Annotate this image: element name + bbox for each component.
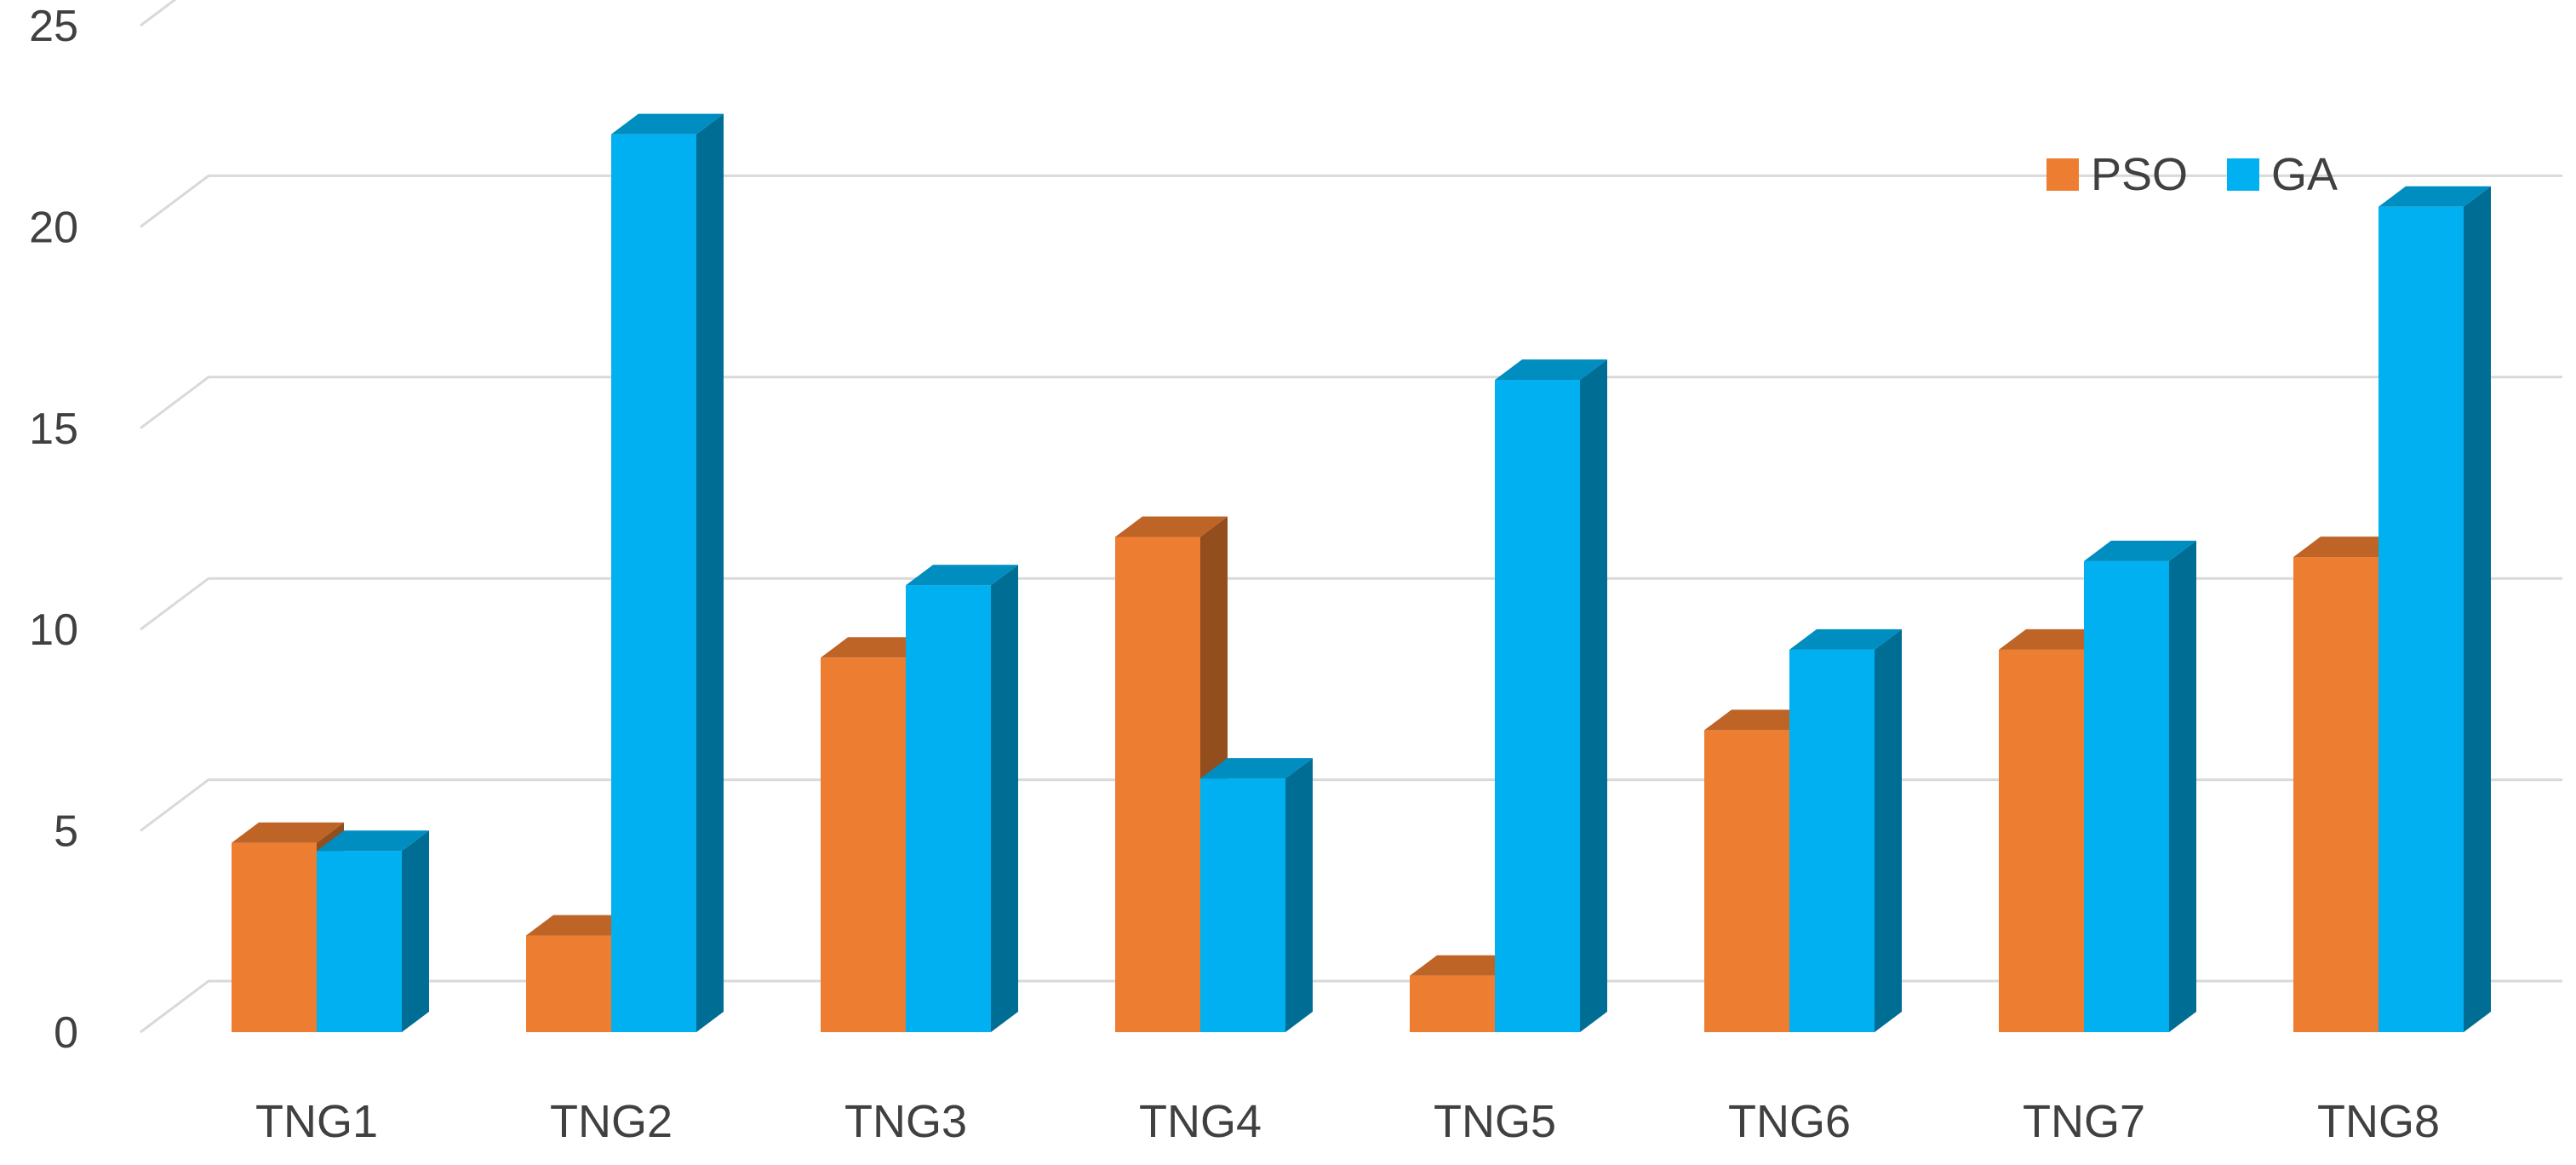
legend-label: GA	[2271, 149, 2338, 200]
legend: PSO GA	[2046, 149, 2338, 200]
x-category-label: TNG6	[1728, 1096, 1851, 1147]
bar-top-face	[1115, 516, 1228, 537]
bar-top-face	[611, 113, 724, 135]
bar-side-face	[991, 565, 1018, 1032]
y-tick-label: 20	[29, 203, 78, 252]
bar-front-face	[1410, 975, 1495, 1032]
x-category-label: TNG5	[1434, 1096, 1556, 1147]
axis-labels: 0 5 10 15 20 25 TNG1 TNG2 TNG3 TNG4 TNG5 TNG6 TNG7 TN…	[29, 2, 2440, 1147]
bar-top-face	[1200, 758, 1313, 779]
bar-ga-tng3	[906, 565, 1018, 1032]
y-tick-label: 5	[54, 807, 78, 857]
bar-front-face	[317, 851, 402, 1032]
bar-top-face	[1999, 628, 2111, 650]
bar-top-face	[317, 830, 429, 852]
bar-front-face	[1704, 730, 1789, 1032]
y-tick-label: 0	[54, 1008, 78, 1058]
gridline	[140, 577, 2562, 631]
gridlines	[140, 0, 2562, 1034]
bar-side-face	[402, 830, 429, 1032]
bar-side-face	[696, 113, 724, 1032]
bars	[232, 113, 2491, 1033]
bar-side-face	[2169, 540, 2196, 1032]
bar-pso-tng4	[1115, 516, 1228, 1032]
bar-top-face	[526, 915, 638, 936]
bar-ga-tng5	[1495, 359, 1607, 1033]
legend-item-ga: GA	[2227, 149, 2338, 200]
legend-label: PSO	[2091, 149, 2188, 200]
bar-side-face	[1875, 628, 1902, 1032]
bar-top-face	[1704, 709, 1817, 731]
bar-top-face	[2084, 540, 2196, 561]
x-category-label: TNG8	[2317, 1096, 2440, 1147]
bar-front-face	[1495, 380, 1580, 1033]
bar-front-face	[611, 134, 696, 1032]
bar-front-face	[2379, 206, 2464, 1032]
bar-top-face	[2293, 537, 2406, 558]
bar-top-face	[232, 822, 344, 843]
legend-swatch	[2046, 158, 2079, 191]
y-tick-label: 10	[29, 605, 78, 655]
bar-side-face	[1580, 359, 1607, 1033]
bar-front-face	[906, 585, 991, 1032]
gridline	[140, 979, 2562, 1034]
bar-ga-tng1	[317, 830, 429, 1032]
y-tick-label: 25	[29, 2, 78, 51]
x-category-label: TNG7	[2023, 1096, 2145, 1147]
bar-ga-tng6	[1789, 628, 1902, 1032]
bar-front-face	[526, 935, 611, 1032]
bar-top-face	[1789, 628, 1902, 650]
bar-top-face	[906, 565, 1018, 586]
bar-top-face	[821, 637, 933, 658]
bar-ga-tng7	[2084, 540, 2196, 1032]
x-category-label: TNG3	[844, 1096, 967, 1147]
gridline	[140, 376, 2562, 429]
bar-top-face	[1495, 359, 1607, 381]
bar-top-face	[2379, 186, 2491, 207]
bar-ga-tng4	[1200, 758, 1313, 1032]
bar-ga-tng8	[2379, 186, 2491, 1032]
bar-front-face	[1115, 537, 1200, 1032]
bar-front-face	[1789, 649, 1875, 1032]
bar-ga-tng2	[611, 113, 724, 1032]
bar-side-face	[2464, 186, 2491, 1032]
bar-front-face	[2293, 557, 2379, 1032]
x-category-label: TNG4	[1139, 1096, 1262, 1147]
gridline	[140, 174, 2562, 228]
bar-side-face	[1285, 758, 1313, 1032]
bar-front-face	[821, 657, 906, 1032]
gridline	[140, 778, 2562, 832]
bar-front-face	[232, 842, 317, 1032]
x-category-label: TNG2	[550, 1096, 673, 1147]
bar-top-face	[1410, 955, 1522, 976]
bar-front-face	[1200, 778, 1285, 1032]
bar-front-face	[1999, 649, 2084, 1032]
y-tick-label: 15	[29, 405, 78, 454]
gridline	[140, 0, 177, 27]
legend-item-pso: PSO	[2046, 149, 2188, 200]
bar-front-face	[2084, 560, 2169, 1032]
x-category-label: TNG1	[255, 1096, 378, 1147]
legend-swatch	[2227, 158, 2259, 191]
